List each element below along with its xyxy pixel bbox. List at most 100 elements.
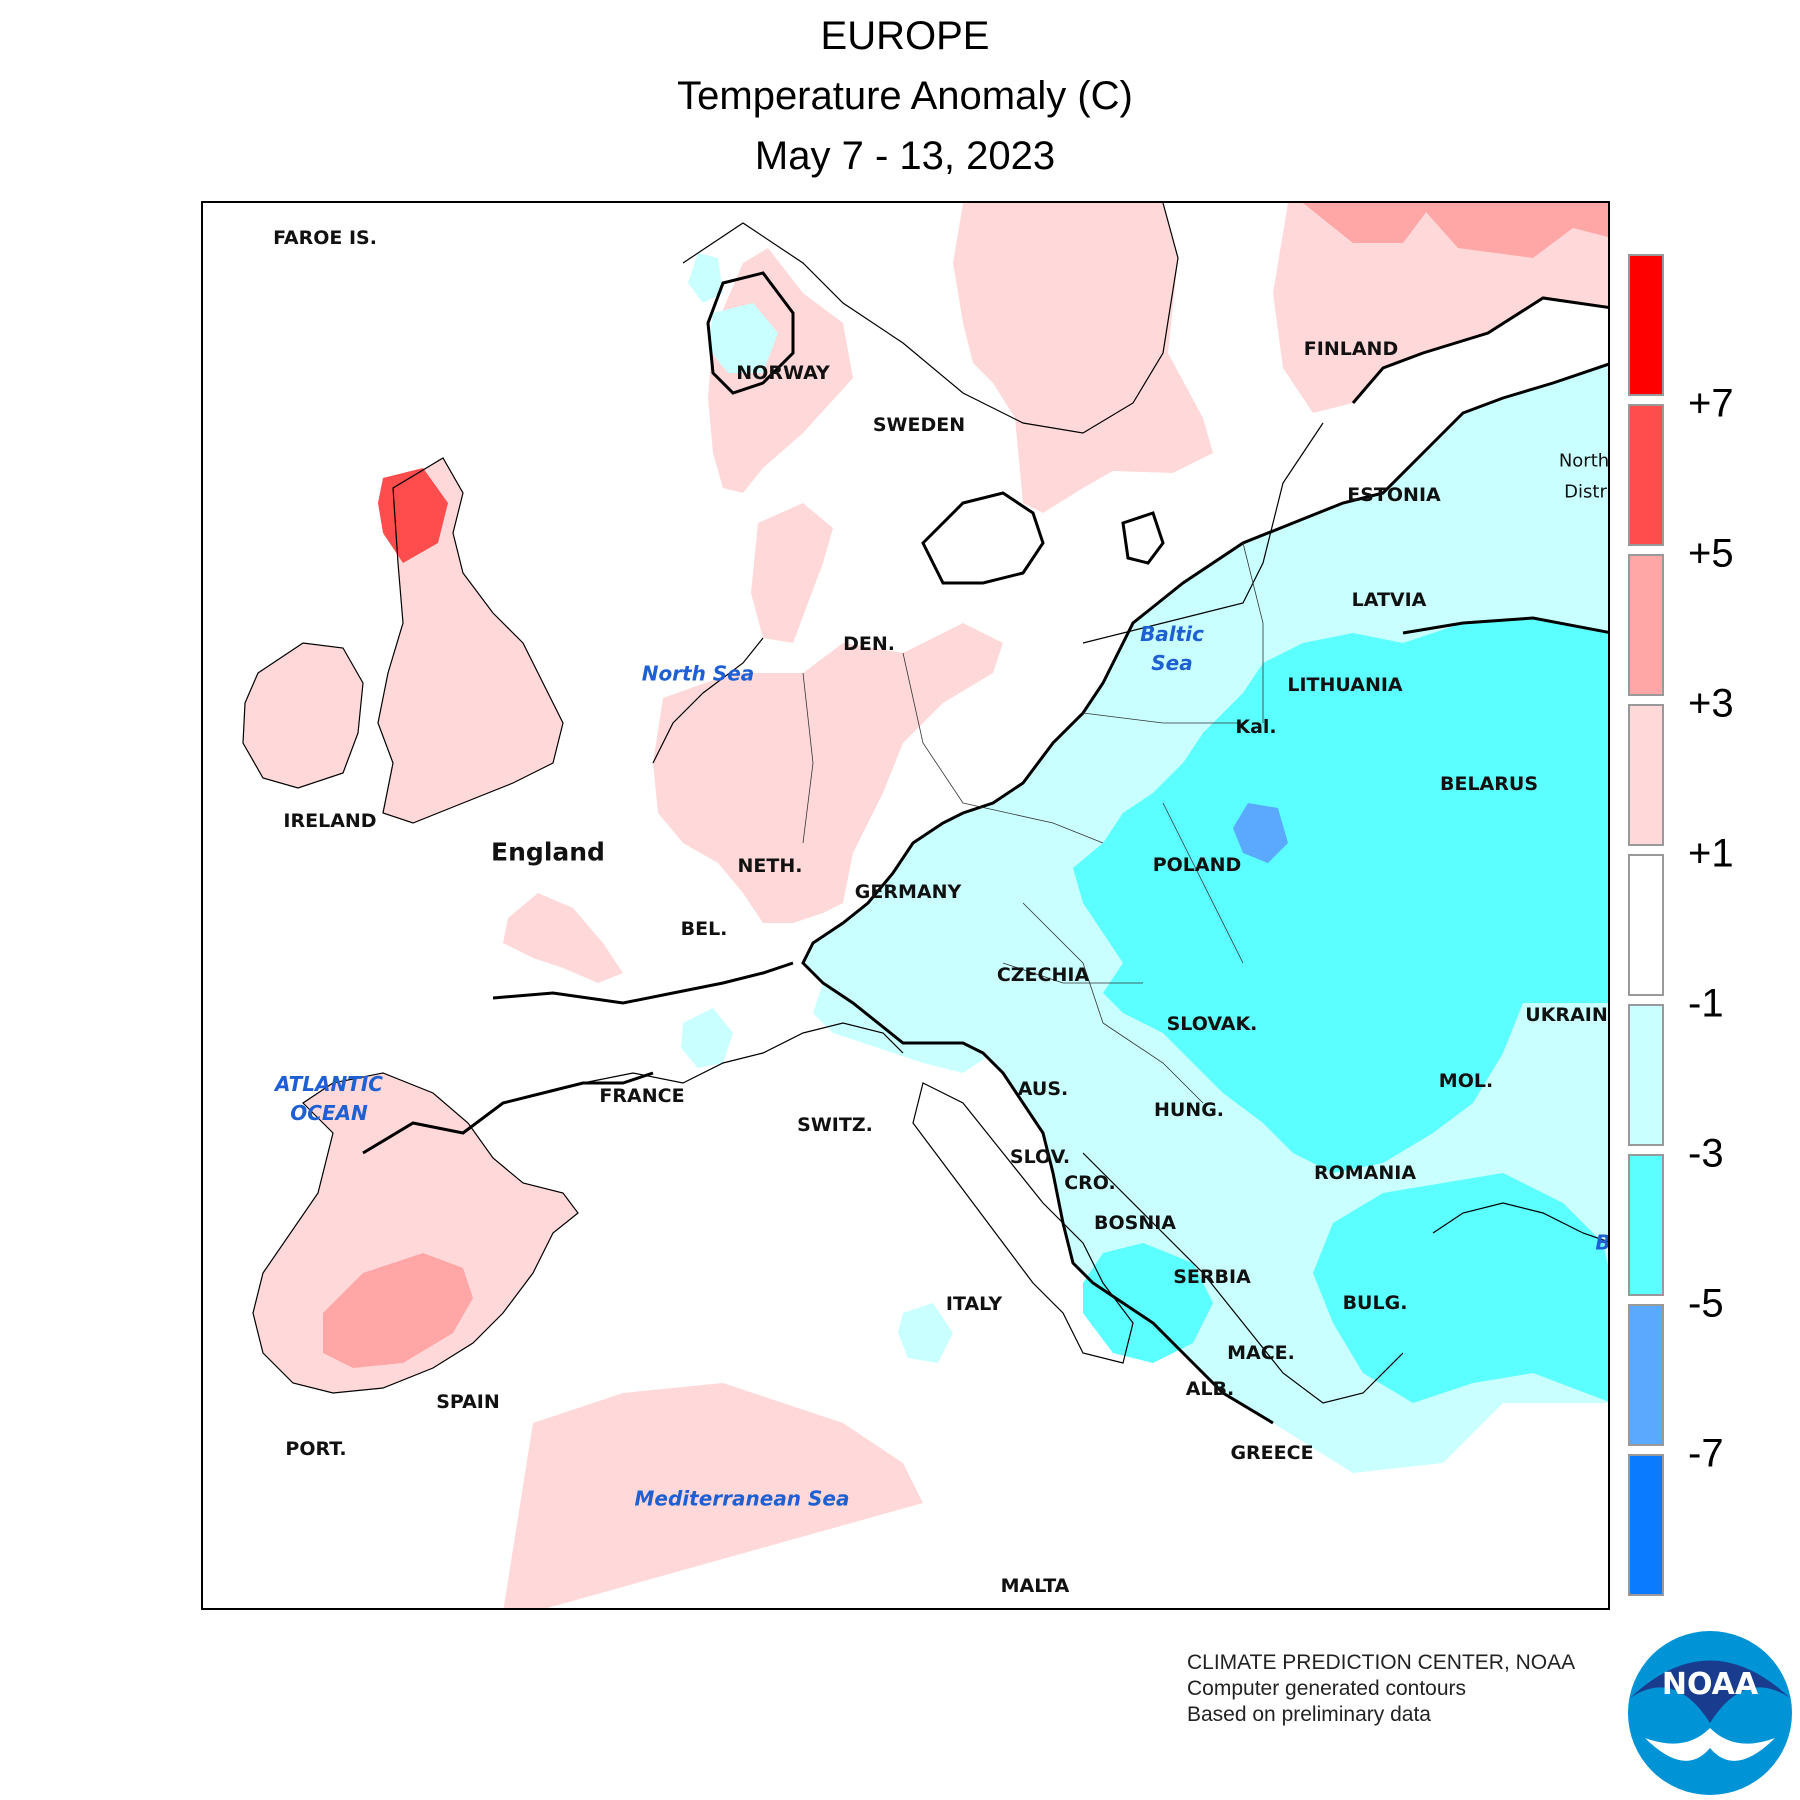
label-england: England bbox=[491, 837, 605, 867]
label-greece: GREECE bbox=[1230, 1442, 1314, 1464]
cool-region-balkans bbox=[1083, 1243, 1213, 1363]
label-sweden: SWEDEN bbox=[872, 414, 966, 436]
warm-region-spain-strong bbox=[323, 1253, 473, 1368]
cool-region-ukraine-strong bbox=[1073, 618, 1608, 1173]
label-croatia: CRO. bbox=[1064, 1172, 1116, 1194]
color-legend bbox=[1628, 254, 1668, 1604]
legend-tick-plus7: +7 bbox=[1688, 381, 1734, 426]
label-albania: ALB. bbox=[1185, 1378, 1235, 1400]
warm-region-finland-strong bbox=[1303, 203, 1433, 243]
legend-swatch-minus3-5 bbox=[1628, 1154, 1664, 1296]
legend-tick-plus1: +1 bbox=[1688, 831, 1734, 876]
warm-region-germany bbox=[653, 623, 1003, 923]
label-norway: NORWAY bbox=[736, 362, 830, 384]
legend-tick-minus5: -5 bbox=[1688, 1281, 1724, 1326]
label-faroe-islands: FAROE IS. bbox=[273, 227, 377, 249]
map-title: EUROPE bbox=[820, 14, 990, 58]
map-canvas bbox=[242, 203, 1608, 1608]
label-finland: FINLAND bbox=[1303, 338, 1399, 360]
label-austria: AUS. bbox=[1017, 1078, 1069, 1100]
label-bosnia: BOSNIA bbox=[1094, 1212, 1176, 1234]
contour-plus1-iberia bbox=[362, 1071, 654, 1155]
contour-norway bbox=[706, 271, 795, 395]
warm-anomaly-shading bbox=[243, 203, 1608, 1608]
label-poland: POLAND bbox=[1152, 854, 1242, 876]
warm-region-ireland bbox=[243, 643, 363, 788]
label-bulgaria: BULG. bbox=[1342, 1292, 1408, 1314]
map-period: May 7 - 13, 2023 bbox=[754, 134, 1056, 178]
noaa-logo-text: NOAA bbox=[1662, 1667, 1759, 1702]
label-estonia: ESTONIA bbox=[1347, 484, 1441, 506]
coastlines bbox=[242, 203, 1608, 1404]
contour-plus1-scandinavia bbox=[921, 491, 1045, 585]
legend-swatch-minus1-3 bbox=[1628, 1004, 1664, 1146]
coast-italy bbox=[912, 1082, 1134, 1364]
warm-region-scandinavia bbox=[953, 203, 1213, 513]
label-northwest-district: North bbox=[1558, 450, 1610, 472]
label-district: Distri bbox=[1564, 481, 1610, 503]
contour-minus1-east bbox=[801, 362, 1608, 1425]
cool-region-sardinia bbox=[898, 1303, 953, 1363]
legend-tick-minus7: -7 bbox=[1688, 1431, 1724, 1476]
legend-swatch-5-7 bbox=[1628, 404, 1664, 546]
cool-region-norway-inland bbox=[708, 303, 778, 373]
legend-tick-minus3: -3 bbox=[1688, 1131, 1724, 1176]
legend-tick-plus5: +5 bbox=[1688, 531, 1734, 576]
label-black-sea: B bbox=[1595, 1230, 1610, 1255]
label-france: FRANCE bbox=[599, 1085, 685, 1107]
credit-line-3: Based on preliminary data bbox=[1187, 1703, 1431, 1726]
cool-anomaly-shading bbox=[681, 253, 1608, 1473]
legend-swatch-below-minus7 bbox=[1628, 1454, 1664, 1596]
label-moldova: MOL. bbox=[1438, 1070, 1494, 1092]
coast-iberia bbox=[252, 1072, 579, 1394]
warm-region-finland-ne bbox=[1418, 203, 1608, 258]
contour-ukraine bbox=[1402, 616, 1608, 635]
label-italy: ITALY bbox=[945, 1293, 1003, 1315]
label-atlantic-ocean: ATLANTIC OCEAN bbox=[275, 1072, 383, 1125]
contour-baltic bbox=[1121, 511, 1165, 565]
cool-region-black-sea-coast bbox=[1313, 1173, 1608, 1403]
label-kaliningrad: Kal. bbox=[1235, 716, 1277, 738]
coast-ireland bbox=[242, 642, 364, 789]
label-slovenia: SLOV. bbox=[1009, 1146, 1071, 1168]
label-latvia: LATVIA bbox=[1351, 589, 1427, 611]
cool-region-italy-east bbox=[813, 963, 1003, 1073]
label-spain: SPAIN bbox=[436, 1391, 500, 1413]
label-portugal: PORT. bbox=[285, 1438, 347, 1460]
contour-lines bbox=[362, 271, 1608, 1425]
coast-scandinavia bbox=[682, 203, 1179, 434]
label-malta: MALTA bbox=[1000, 1575, 1070, 1597]
label-slovakia: SLOVAK. bbox=[1166, 1013, 1258, 1035]
warm-region-france-center bbox=[503, 893, 623, 983]
credit-line-2: Computer generated contours bbox=[1187, 1677, 1466, 1700]
label-north-sea: North Sea bbox=[641, 661, 755, 686]
coast-mediterranean-north bbox=[582, 1022, 904, 1084]
label-mediterranean-sea: Mediterranean Sea bbox=[634, 1486, 850, 1511]
noaa-logo: NOAA bbox=[1628, 1631, 1792, 1795]
cool-region-norway-west bbox=[688, 253, 723, 303]
label-romania: ROMANIA bbox=[1313, 1162, 1417, 1184]
legend-swatch-above-7 bbox=[1628, 254, 1664, 396]
legend-swatch-neutral bbox=[1628, 854, 1664, 996]
label-denmark: DEN. bbox=[843, 633, 895, 655]
label-macedonia: MACE. bbox=[1227, 1342, 1295, 1364]
legend-swatch-1-3 bbox=[1628, 704, 1664, 846]
label-lithuania: LITHUANIA bbox=[1287, 674, 1403, 696]
credits: CLIMATE PREDICTION CENTER, NOAA Computer… bbox=[1187, 1650, 1575, 1728]
label-ukraine: UKRAINE bbox=[1525, 1004, 1608, 1026]
label-serbia: SERBIA bbox=[1173, 1266, 1251, 1288]
cool-region-belarus-core bbox=[1233, 803, 1288, 863]
label-belarus: BELARUS bbox=[1439, 773, 1539, 795]
label-baltic-sea: Baltic Sea bbox=[1140, 622, 1204, 675]
legend-tick-plus3: +3 bbox=[1688, 681, 1734, 726]
warm-region-scotland-strong bbox=[378, 468, 448, 563]
credit-line-1: CLIMATE PREDICTION CENTER, NOAA bbox=[1187, 1651, 1576, 1674]
coast-uk bbox=[377, 457, 564, 824]
cool-region-alps bbox=[681, 1008, 733, 1068]
label-netherlands: NETH. bbox=[737, 855, 803, 877]
map-subtitle: Temperature Anomaly (C) bbox=[677, 74, 1133, 118]
coast-balkans bbox=[1082, 1152, 1404, 1404]
coast-north-sea bbox=[652, 637, 764, 764]
label-switzerland: SWITZ. bbox=[797, 1114, 873, 1136]
coast-black-sea bbox=[1432, 1202, 1608, 1243]
